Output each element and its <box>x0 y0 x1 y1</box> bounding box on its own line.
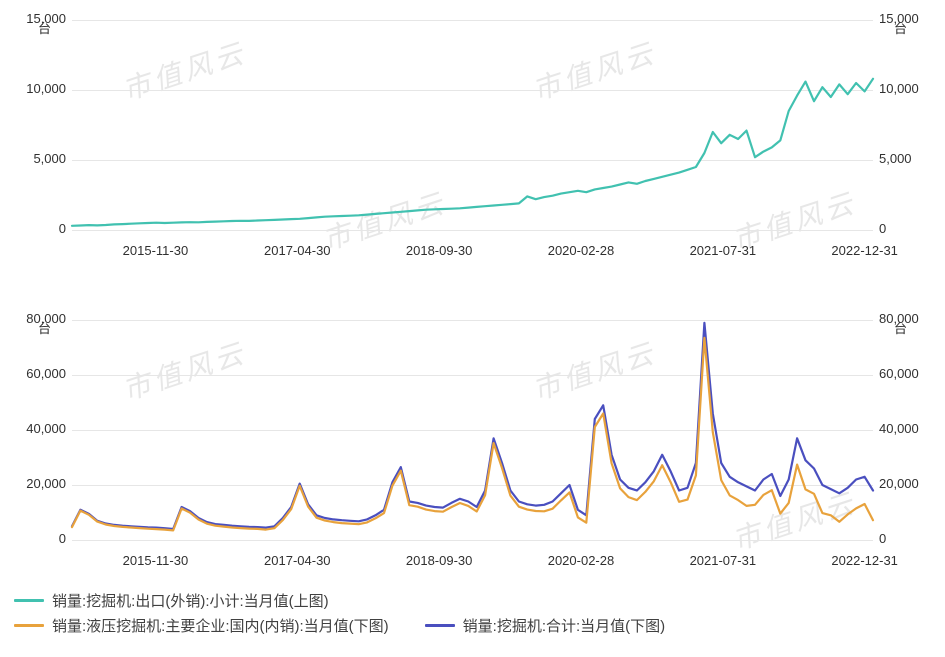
ytick-left: 20,000 <box>10 476 66 491</box>
xtick: 2015-11-30 <box>123 553 189 568</box>
ytick-left: 40,000 <box>10 421 66 436</box>
xtick: 2021-07-31 <box>690 553 757 568</box>
ytick-right: 0 <box>879 531 935 546</box>
ytick-left: 0 <box>10 221 66 236</box>
series-line-domestic <box>72 338 873 531</box>
series-line-total <box>72 323 873 529</box>
chart-top: 台 台 005,0005,00010,00010,00015,00015,000… <box>0 0 945 270</box>
legend-swatch-export <box>14 599 44 602</box>
xtick: 2017-04-30 <box>264 553 331 568</box>
legend-label-total: 销量:挖掘机:合计:当月值(下图) <box>463 615 666 636</box>
series-line-export <box>72 79 873 226</box>
ytick-right: 10,000 <box>879 81 935 96</box>
legend-item-export: 销量:挖掘机:出口(外销):小计:当月值(上图) <box>14 590 329 611</box>
ytick-right: 15,000 <box>879 11 935 26</box>
ytick-left: 80,000 <box>10 311 66 326</box>
xtick: 2018-09-30 <box>406 243 473 258</box>
xtick: 2018-09-30 <box>406 553 473 568</box>
legend: 销量:挖掘机:出口(外销):小计:当月值(上图) 销量:液压挖掘机:主要企业:国… <box>0 580 945 646</box>
gridline <box>72 540 873 541</box>
gridline <box>72 230 873 231</box>
ytick-left: 15,000 <box>10 11 66 26</box>
ytick-left: 10,000 <box>10 81 66 96</box>
xtick: 2022-12-31 <box>831 243 898 258</box>
chart-top-plot: 台 台 005,0005,00010,00010,00015,00015,000… <box>72 20 873 230</box>
xtick: 2021-07-31 <box>690 243 757 258</box>
ytick-left: 0 <box>10 531 66 546</box>
legend-label-export: 销量:挖掘机:出口(外销):小计:当月值(上图) <box>52 590 329 611</box>
chart-bottom-svg <box>72 320 873 540</box>
ytick-right: 80,000 <box>879 311 935 326</box>
ytick-right: 0 <box>879 221 935 236</box>
chart-top-svg <box>72 20 873 230</box>
legend-item-domestic: 销量:液压挖掘机:主要企业:国内(内销):当月值(下图) <box>14 615 389 636</box>
xtick: 2020-02-28 <box>548 243 615 258</box>
ytick-left: 60,000 <box>10 366 66 381</box>
xtick: 2015-11-30 <box>123 243 189 258</box>
xtick: 2020-02-28 <box>548 553 615 568</box>
ytick-right: 40,000 <box>879 421 935 436</box>
chart-bottom-plot: 台 台 0020,00020,00040,00040,00060,00060,0… <box>72 320 873 540</box>
legend-label-domestic: 销量:液压挖掘机:主要企业:国内(内销):当月值(下图) <box>52 615 389 636</box>
xtick: 2017-04-30 <box>264 243 331 258</box>
chart-bottom: 台 台 0020,00020,00040,00040,00060,00060,0… <box>0 300 945 580</box>
ytick-right: 5,000 <box>879 151 935 166</box>
ytick-right: 20,000 <box>879 476 935 491</box>
ytick-left: 5,000 <box>10 151 66 166</box>
ytick-right: 60,000 <box>879 366 935 381</box>
legend-swatch-total <box>425 624 455 627</box>
legend-item-total: 销量:挖掘机:合计:当月值(下图) <box>425 615 666 636</box>
xtick: 2022-12-31 <box>831 553 898 568</box>
legend-swatch-domestic <box>14 624 44 627</box>
